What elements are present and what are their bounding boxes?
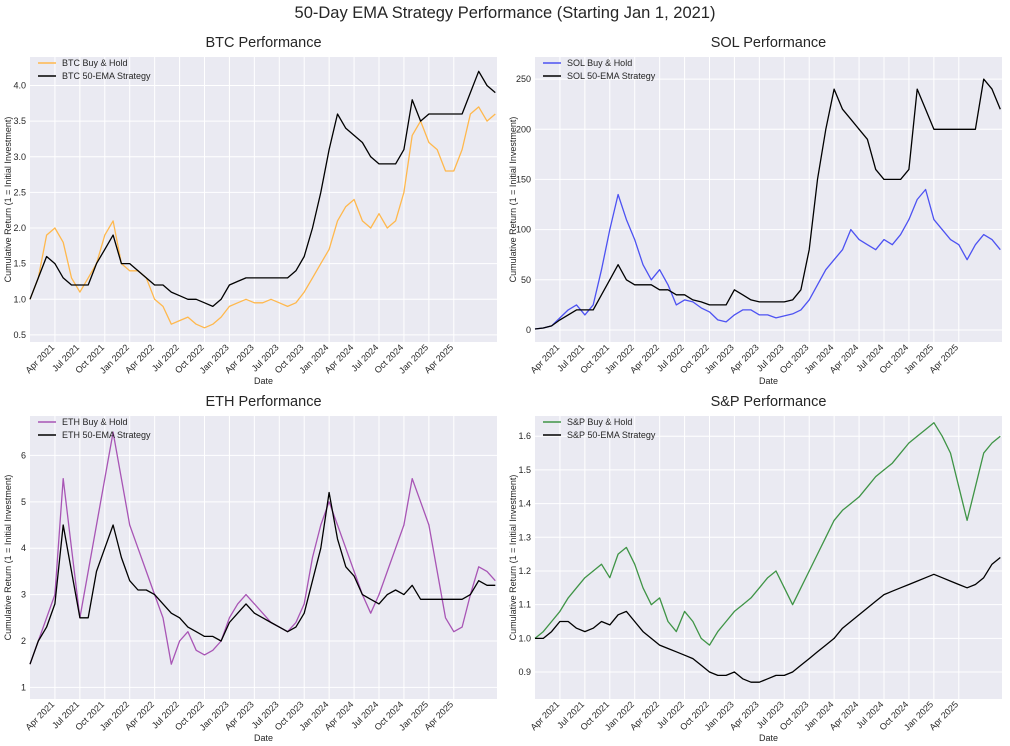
eth-strategy-line: [29, 491, 496, 665]
sol-ytick-label: 50: [521, 275, 531, 285]
sp-xlabel: Date: [759, 733, 778, 743]
sol-plot-area: [535, 57, 1002, 342]
sp-ytick-label: 1.6: [518, 431, 531, 441]
btc-strategy-line: [29, 70, 496, 308]
btc-legend-label-buyhold: BTC Buy & Hold: [62, 58, 128, 68]
sp-title: S&P Performance: [711, 394, 827, 410]
btc-grid: [30, 57, 497, 342]
btc-ytick-label: 1.5: [13, 259, 26, 269]
sol-ytick-label: 0: [526, 325, 531, 335]
btc-yticks: 0.5 1.0 1.5 2.0 2.5 3.0 3.5 4.0: [13, 81, 26, 340]
eth-ytick-label: 5: [21, 497, 26, 507]
sol-series: [534, 78, 1001, 330]
sp-ylabel: Cumulative Return (1 = Initial Investmen…: [508, 475, 518, 641]
btc-legend-label-strategy: BTC 50-EMA Strategy: [62, 71, 151, 81]
sp-grid: [535, 416, 1002, 699]
sp-ytick-label: 1.0: [518, 633, 531, 643]
sp-ytick-label: 1.4: [518, 499, 531, 509]
sp-buyhold-line: [534, 422, 1001, 646]
btc-buyhold-line: [29, 106, 496, 329]
sp-ytick-label: 1.1: [518, 600, 531, 610]
btc-series: [29, 70, 496, 329]
sol-ylabel: Cumulative Return (1 = Initial Investmen…: [508, 117, 518, 283]
sp-yticks: 0.9 1.0 1.1 1.2 1.3 1.4 1.5 1.6: [518, 431, 531, 677]
sol-ytick-label: 150: [516, 174, 531, 184]
btc-title: BTC Performance: [205, 35, 321, 51]
sp-ytick-label: 0.9: [518, 667, 531, 677]
sp-strategy-line: [535, 556, 1001, 683]
eth-ytick-label: 4: [21, 543, 26, 553]
sp-legend: S&P Buy & Hold S&P 50-EMA Strategy: [543, 417, 656, 440]
eth-ytick-label: 1: [21, 682, 26, 692]
btc-ytick-label: 1.0: [13, 294, 26, 304]
eth-legend-label-buyhold: ETH Buy & Hold: [62, 417, 128, 427]
btc-ytick-label: 3.5: [13, 116, 26, 126]
btc-ytick-label: 2.0: [13, 223, 26, 233]
eth-legend-label-strategy: ETH 50-EMA Strategy: [62, 430, 151, 440]
eth-buyhold-line: [29, 431, 496, 665]
sol-legend-label-strategy: SOL 50-EMA Strategy: [567, 71, 656, 81]
eth-ytick-label: 2: [21, 636, 26, 646]
sol-ytick-label: 250: [516, 74, 531, 84]
sp-legend-label-buyhold: S&P Buy & Hold: [567, 417, 632, 427]
sol-title: SOL Performance: [711, 35, 827, 51]
sp-xtick-label: Apr 2021: [528, 699, 561, 732]
eth-xlabel: Date: [254, 733, 273, 743]
sol-ytick-label: 100: [516, 225, 531, 235]
eth-grid: [30, 416, 497, 699]
sol-xtick-label: Apr 2021: [528, 342, 561, 375]
eth-series: [29, 431, 496, 665]
btc-ytick-label: 3.0: [13, 152, 26, 162]
sp-legend-label-strategy: S&P 50-EMA Strategy: [567, 430, 656, 440]
sp-ytick-label: 1.3: [518, 532, 531, 542]
sol-xlabel: Date: [759, 376, 778, 386]
sp-series: [534, 422, 1001, 683]
sol-yticks: 0 50 100 150 200 250: [516, 74, 531, 335]
eth-title: ETH Performance: [205, 394, 321, 410]
sp-ytick-label: 1.2: [518, 566, 531, 576]
eth-yticks: 1 2 3 4 5 6: [21, 450, 26, 692]
eth-ytick-label: 3: [21, 590, 26, 600]
eth-plot-area: [30, 416, 497, 699]
eth-legend: ETH Buy & Hold ETH 50-EMA Strategy: [38, 417, 151, 440]
sol-grid: [535, 57, 1002, 342]
btc-legend: BTC Buy & Hold BTC 50-EMA Strategy: [38, 58, 151, 81]
eth-xtick-label: Apr 2021: [23, 699, 56, 732]
btc-plot-area: [30, 57, 497, 342]
btc-ytick-label: 2.5: [13, 187, 26, 197]
btc-ytick-label: 4.0: [13, 81, 26, 91]
btc-ytick-label: 0.5: [13, 330, 26, 340]
eth-ylabel: Cumulative Return (1 = Initial Investmen…: [3, 475, 13, 641]
figure-suptitle: 50-Day EMA Strategy Performance (Startin…: [294, 4, 716, 22]
sol-buyhold-line: [534, 188, 1001, 330]
sol-ytick-label: 200: [516, 124, 531, 134]
sol-strategy-line: [534, 78, 1001, 330]
eth-ytick-label: 6: [21, 450, 26, 460]
sp-plot-area: [535, 416, 1002, 699]
btc-xtick-label: Apr 2021: [23, 342, 56, 375]
btc-xlabel: Date: [254, 376, 273, 386]
sp-ytick-label: 1.5: [518, 465, 531, 475]
btc-ylabel: Cumulative Return (1 = Initial Investmen…: [3, 117, 13, 283]
sol-legend-label-buyhold: SOL Buy & Hold: [567, 58, 632, 68]
sol-legend: SOL Buy & Hold SOL 50-EMA Strategy: [543, 58, 656, 81]
